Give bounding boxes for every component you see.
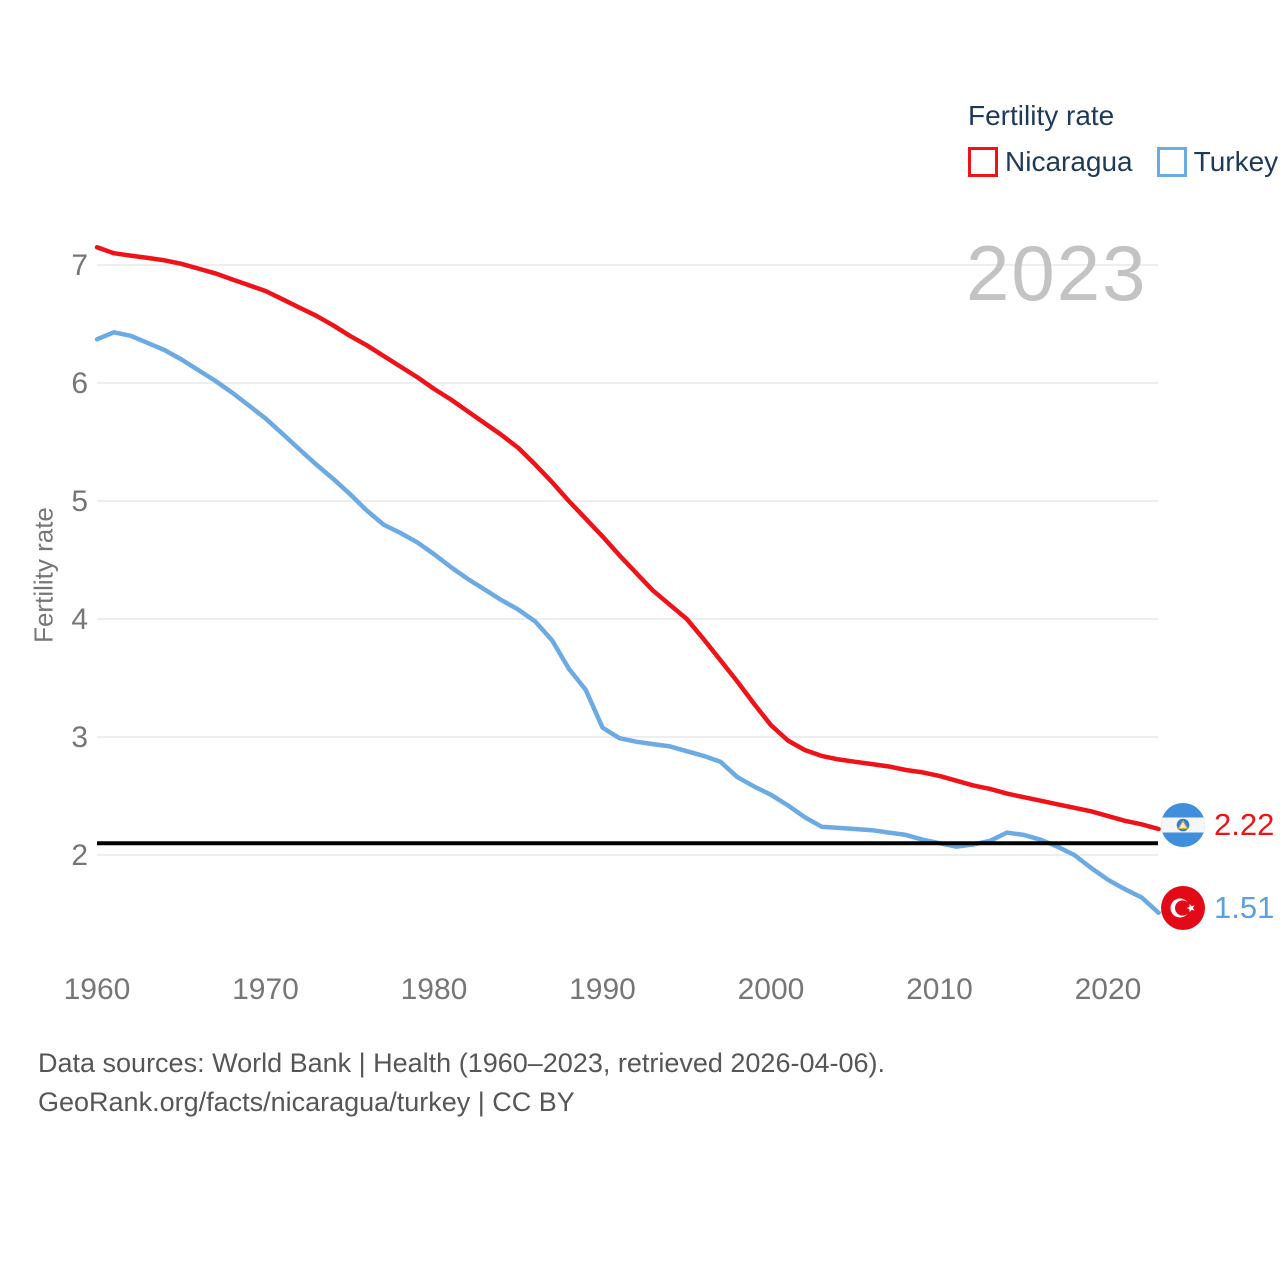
nicaragua-swatch-icon xyxy=(968,147,998,177)
x-tick-label: 2010 xyxy=(906,973,973,1006)
data-sources-line: Data sources: World Bank | Health (1960–… xyxy=(38,1048,885,1078)
legend-label-nicaragua: Nicaragua xyxy=(1005,146,1133,177)
nicaragua-flag-icon xyxy=(1161,803,1205,847)
legend-item-turkey[interactable]: Turkey xyxy=(1156,146,1279,178)
turkey-swatch-icon xyxy=(1156,147,1187,177)
legend-item-nicaragua[interactable]: Nicaragua xyxy=(968,146,1133,178)
end-label-turkey: 1.51 xyxy=(1161,886,1274,930)
footer: Data sources: World Bank | Health (1960–… xyxy=(38,1044,885,1122)
x-tick-label: 1990 xyxy=(569,973,636,1006)
y-tick-label: 4 xyxy=(71,603,88,636)
y-axis-title: Fertility rate xyxy=(28,507,59,643)
x-tick-label: 2020 xyxy=(1075,973,1142,1006)
series-line-turkey[interactable] xyxy=(94,330,1161,916)
legend-items: Nicaragua Turkey xyxy=(968,146,1278,178)
x-tick-label: 1960 xyxy=(64,973,131,1006)
y-tick-label: 6 xyxy=(71,367,88,400)
x-tick-label: 1970 xyxy=(232,973,299,1006)
legend-label-turkey: Turkey xyxy=(1193,146,1279,177)
legend: Fertility rate Nicaragua Turkey xyxy=(968,100,1278,178)
y-tick-label: 7 xyxy=(71,249,88,282)
turkey-flag-icon xyxy=(1161,886,1205,930)
end-label-nicaragua: 2.22 xyxy=(1161,803,1274,847)
legend-title: Fertility rate xyxy=(968,100,1115,131)
y-tick-label: 5 xyxy=(71,485,88,518)
turkey-latest-value: 1.51 xyxy=(1214,890,1275,925)
attribution-line: GeoRank.org/facts/nicaragua/turkey | CC … xyxy=(38,1087,575,1117)
nicaragua-latest-value: 2.22 xyxy=(1214,807,1275,842)
x-tick-label: 2000 xyxy=(738,973,805,1006)
year-watermark: 2023 xyxy=(966,229,1148,317)
series-line-nicaragua[interactable] xyxy=(94,245,1161,832)
y-tick-label: 2 xyxy=(71,839,88,872)
y-tick-label: 3 xyxy=(71,721,88,754)
x-tick-label: 1980 xyxy=(401,973,468,1006)
